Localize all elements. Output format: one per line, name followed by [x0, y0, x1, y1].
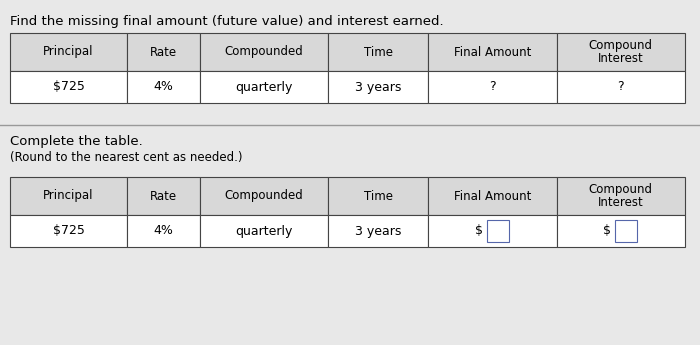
- Bar: [328, 215, 428, 247]
- Text: 3 years: 3 years: [355, 225, 401, 237]
- Text: 4%: 4%: [153, 80, 174, 93]
- Bar: [556, 177, 685, 215]
- Text: Final Amount: Final Amount: [454, 189, 531, 203]
- Text: Compound: Compound: [589, 184, 653, 197]
- Bar: [199, 71, 328, 103]
- Text: $: $: [475, 225, 483, 237]
- Text: quarterly: quarterly: [235, 80, 293, 93]
- Text: Complete the table.: Complete the table.: [10, 135, 143, 148]
- Text: Rate: Rate: [150, 189, 177, 203]
- Bar: [127, 33, 199, 71]
- Text: Interest: Interest: [598, 197, 644, 209]
- Bar: [556, 215, 685, 247]
- Text: Time: Time: [364, 189, 393, 203]
- Bar: [428, 215, 556, 247]
- Text: Principal: Principal: [43, 46, 94, 59]
- Text: ?: ?: [489, 80, 496, 93]
- Text: Compounded: Compounded: [225, 189, 303, 203]
- Text: 4%: 4%: [153, 225, 174, 237]
- Text: Time: Time: [364, 46, 393, 59]
- Text: Rate: Rate: [150, 46, 177, 59]
- Bar: [127, 177, 199, 215]
- Bar: [328, 177, 428, 215]
- Bar: [428, 177, 556, 215]
- Bar: [10, 71, 127, 103]
- Bar: [199, 177, 328, 215]
- Bar: [328, 33, 428, 71]
- Text: 3 years: 3 years: [355, 80, 401, 93]
- Text: Principal: Principal: [43, 189, 94, 203]
- Text: $: $: [603, 225, 611, 237]
- Text: Final Amount: Final Amount: [454, 46, 531, 59]
- Bar: [10, 33, 127, 71]
- Text: Compounded: Compounded: [225, 46, 303, 59]
- Bar: [428, 33, 556, 71]
- Bar: [328, 71, 428, 103]
- Text: $725: $725: [52, 80, 85, 93]
- Bar: [199, 215, 328, 247]
- Bar: [615, 220, 637, 242]
- Bar: [127, 215, 199, 247]
- Bar: [556, 71, 685, 103]
- Text: Interest: Interest: [598, 52, 644, 66]
- Bar: [487, 220, 509, 242]
- Bar: [199, 33, 328, 71]
- Bar: [556, 33, 685, 71]
- Text: (Round to the nearest cent as needed.): (Round to the nearest cent as needed.): [10, 151, 242, 164]
- Text: ?: ?: [617, 80, 624, 93]
- Bar: [10, 177, 127, 215]
- Text: $725: $725: [52, 225, 85, 237]
- Text: Compound: Compound: [589, 39, 653, 52]
- Bar: [428, 71, 556, 103]
- Text: quarterly: quarterly: [235, 225, 293, 237]
- Text: Find the missing final amount (future value) and interest earned.: Find the missing final amount (future va…: [10, 15, 444, 28]
- Bar: [10, 215, 127, 247]
- Bar: [127, 71, 199, 103]
